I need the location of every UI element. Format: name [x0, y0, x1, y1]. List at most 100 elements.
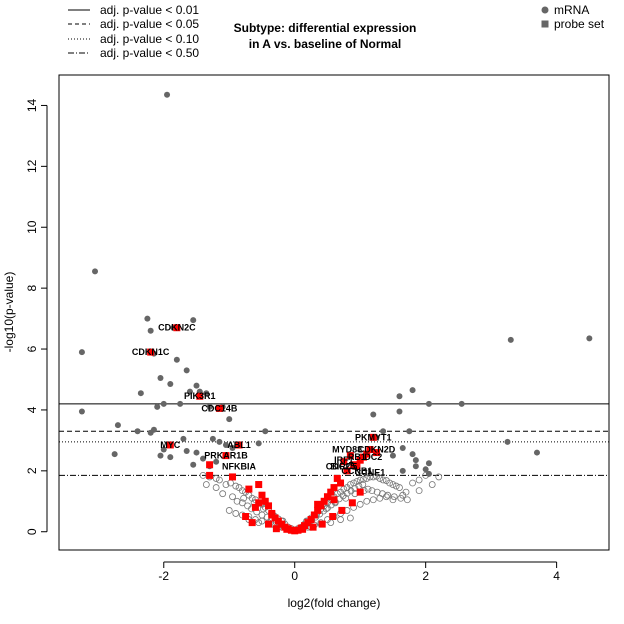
mrna-point-sig [586, 335, 593, 342]
probe-set-point [318, 520, 326, 528]
gene-label: PRKAR1B [204, 451, 248, 461]
gene-label: CDKN2C [158, 323, 196, 333]
probe-set-point [255, 499, 263, 507]
mrna-point-nonsig [369, 496, 377, 504]
mrna-point-sig [396, 408, 403, 415]
mrna-point-sig [222, 441, 229, 448]
gene-label: RB1 [348, 452, 366, 462]
legend-mrna-marker [541, 6, 549, 14]
probe-set-point [348, 499, 356, 507]
mrna-point-sig [137, 390, 144, 397]
gene-label: PKMYT1 [355, 432, 392, 442]
legend-label-001: adj. p-value < 0.01 [100, 3, 199, 17]
gene-label: CDC14B [201, 403, 238, 413]
gene-label: IRF1 [334, 455, 354, 465]
mrna-point-nonsig [238, 487, 246, 495]
mrna-point-nonsig [353, 478, 361, 485]
mrna-point-sig [134, 428, 141, 435]
mrna-point-sig [167, 454, 174, 461]
points-probe-set [147, 324, 381, 535]
probe-set-point [268, 511, 276, 519]
mrna-point-nonsig [248, 494, 256, 502]
mrna-point-nonsig [384, 491, 392, 499]
mrna-point-nonsig [415, 487, 423, 495]
mrna-point-sig [177, 400, 184, 407]
mrna-point-nonsig [337, 516, 344, 523]
gene-label: CDKN2D [358, 445, 396, 455]
y-tick-label: 8 [25, 284, 39, 291]
mrna-point-nonsig [376, 475, 384, 482]
x-axis-title: log2(fold change) [288, 596, 381, 610]
mrna-point-nonsig [216, 476, 223, 484]
probe-set-point [173, 324, 181, 332]
legend-label-probe-set: probe set [554, 17, 605, 31]
probe-set-point [206, 461, 214, 469]
mrna-point-sig [409, 451, 416, 458]
mrna-point-sig [209, 435, 216, 442]
mrna-point-nonsig [399, 491, 407, 499]
mrna-point-sig [160, 400, 167, 407]
probe-set-point [314, 500, 322, 508]
mrna-point-sig [173, 356, 180, 363]
probe-set-point [343, 467, 351, 475]
probe-set-point [330, 496, 338, 504]
mrna-point-sig [412, 463, 419, 470]
probe-set-point [255, 481, 263, 489]
mrna-point-nonsig [351, 485, 359, 492]
mrna-point-sig [183, 367, 190, 374]
probe-set-point [329, 513, 337, 521]
legend-label-005: adj. p-value < 0.05 [100, 17, 199, 31]
y-tick-label: 12 [25, 159, 39, 173]
mrna-point-nonsig [386, 479, 394, 487]
mrna-point-sig [154, 403, 161, 410]
mrna-point-nonsig [363, 497, 371, 505]
gene-label: CCNE1 [355, 467, 386, 477]
probe-set-point [330, 484, 338, 492]
mrna-point-nonsig [389, 481, 397, 488]
mrna-point-sig [425, 400, 432, 407]
mrna-point-sig [167, 381, 174, 388]
mrna-point-sig [183, 448, 190, 455]
x-tick-label: 4 [553, 569, 560, 583]
probe-set-point [261, 497, 269, 505]
probe-set-point [320, 497, 328, 505]
y-tick-label: 6 [25, 345, 39, 352]
y-axis-title: -log10(p-value) [2, 272, 16, 353]
mrna-point-nonsig [342, 494, 350, 502]
threshold-legend: adj. p-value < 0.01 adj. p-value < 0.05 … [68, 3, 199, 60]
probe-set-point [323, 493, 331, 501]
mrna-point-nonsig [199, 472, 207, 479]
probe-set-point [359, 453, 367, 461]
mrna-point-nonsig [232, 482, 240, 490]
mrna-point-sig [190, 317, 197, 324]
mrna-point-nonsig [212, 475, 220, 482]
probe-set-point [346, 452, 354, 460]
mrna-point-nonsig [364, 485, 372, 493]
mrna-point-sig [399, 467, 406, 474]
probe-set-point [242, 513, 250, 521]
mrna-point-sig [164, 91, 171, 98]
mrna-point-sig [389, 452, 396, 459]
mrna-point-nonsig [244, 502, 251, 510]
gene-label: MYC [160, 440, 181, 450]
points-significant [78, 91, 593, 477]
mrna-point-sig [111, 451, 118, 458]
x-tick-label: 2 [422, 569, 429, 583]
probe-set-point [229, 473, 237, 481]
probe-set-point [166, 441, 174, 449]
mrna-point-nonsig [346, 481, 354, 488]
mrna-point-sig [396, 393, 403, 400]
plot-frame [58, 74, 610, 551]
mrna-point-nonsig [233, 497, 241, 505]
mrna-point-nonsig [202, 481, 210, 488]
mrna-point-nonsig [343, 489, 351, 497]
probe-set-point [222, 452, 230, 460]
mrna-point-sig [186, 388, 193, 395]
probe-set-point [327, 488, 335, 496]
mrna-point-sig [190, 461, 197, 468]
mrna-point-nonsig [389, 496, 397, 504]
mrna-point-sig [144, 315, 151, 322]
probe-set-point [206, 471, 214, 479]
mrna-point-nonsig [379, 476, 387, 484]
gene-labels: CDKN2C CDKN1C PIK3R1 CDC14B MYC ABL1PRKAR1BNF… [132, 323, 396, 478]
